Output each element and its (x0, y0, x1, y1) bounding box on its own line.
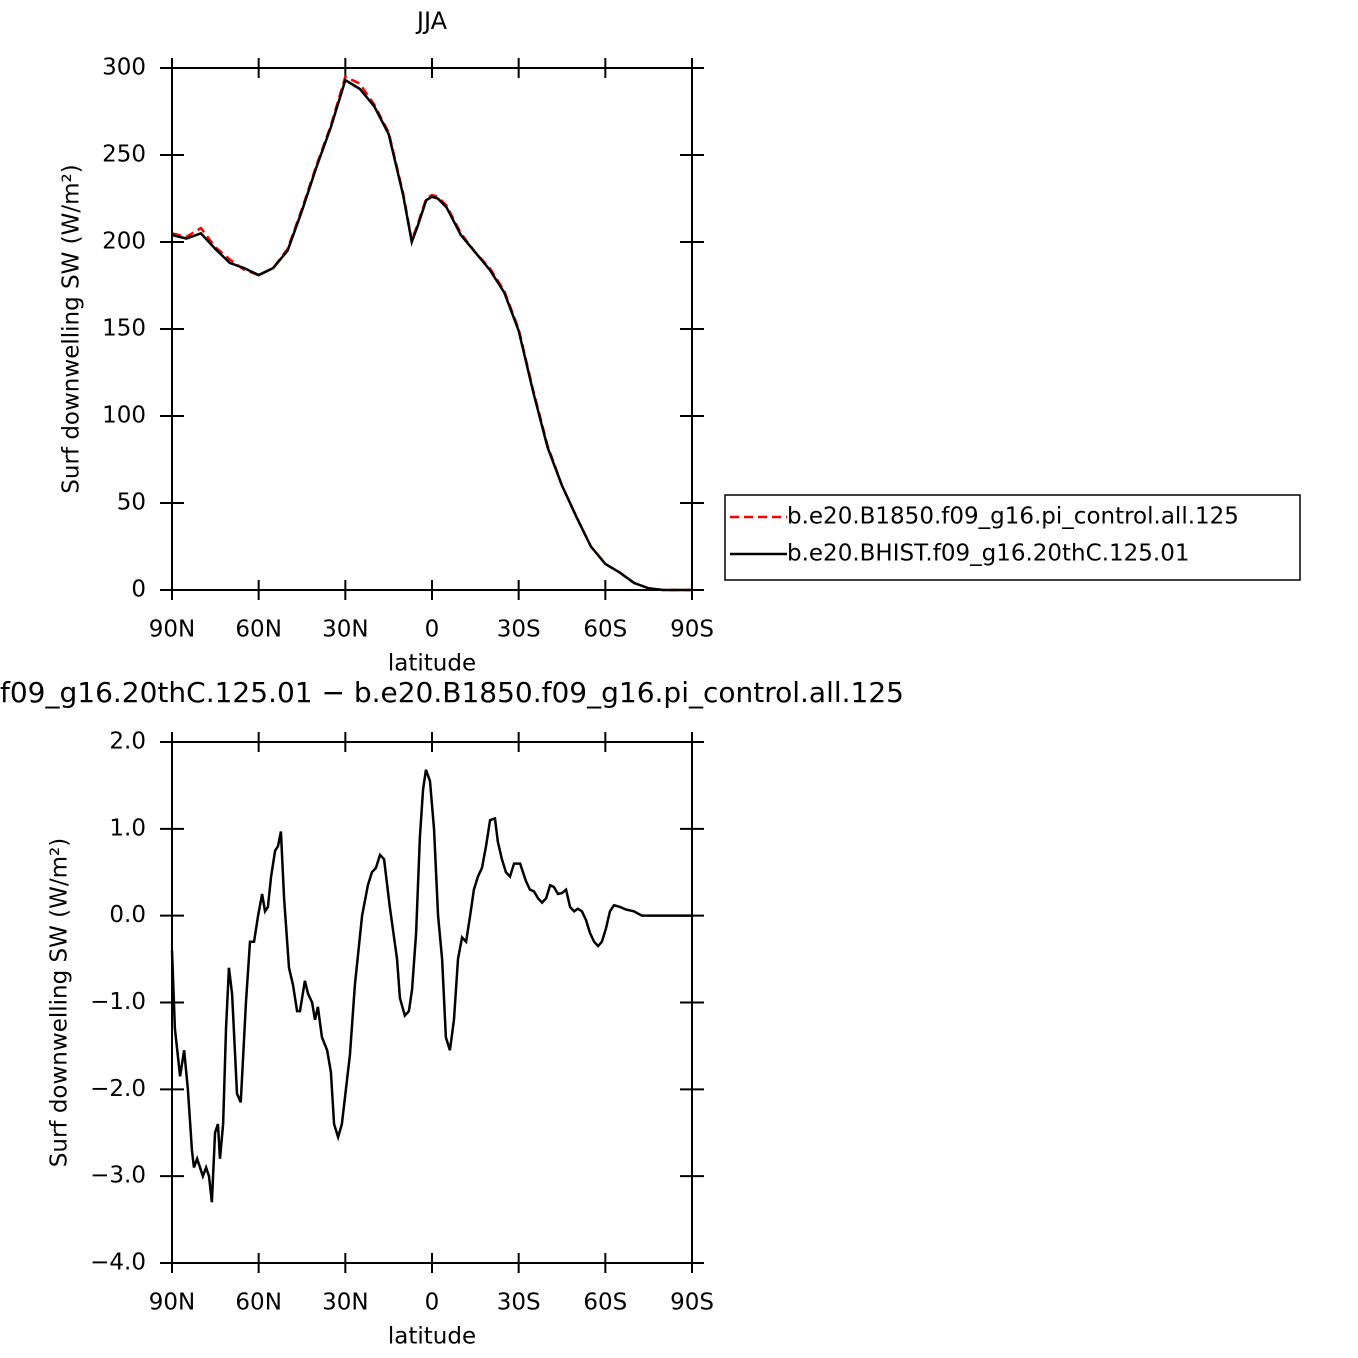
chart-title: f09_g16.20thC.125.01 − b.e20.B1850.f09_g… (0, 676, 904, 709)
x-tick-label: 30S (497, 617, 541, 643)
x-axis-label: latitude (388, 1324, 476, 1350)
x-tick-label: 90S (670, 617, 714, 643)
x-tick-label: 60S (583, 617, 627, 643)
y-tick-label: 1.0 (109, 815, 146, 841)
plot-frame (171, 741, 693, 1264)
x-tick-label: 90S (670, 1290, 714, 1316)
legend-label: b.e20.BHIST.f09_g16.20thC.125.01 (787, 541, 1189, 567)
y-tick-label: 150 (102, 316, 146, 342)
y-tick-label: 300 (102, 55, 146, 81)
y-tick-label: 100 (102, 403, 146, 429)
data-line (171, 78, 692, 592)
data-line (171, 74, 692, 592)
y-tick-label: 250 (102, 142, 146, 168)
x-tick-label: 0 (425, 1290, 440, 1316)
y-tick-label: −3.0 (90, 1163, 146, 1189)
x-tick-label: 90N (149, 617, 195, 643)
y-tick-label: −4.0 (90, 1250, 146, 1276)
legend-box (724, 494, 1301, 581)
y-tick-label: −1.0 (90, 989, 146, 1015)
y-tick-label: 50 (117, 490, 146, 516)
y-tick-label: 0.0 (109, 902, 146, 928)
x-tick-label: 30S (497, 1290, 541, 1316)
x-tick-label: 60N (235, 1290, 281, 1316)
legend-label: b.e20.B1850.f09_g16.pi_control.all.125 (787, 504, 1239, 530)
plot-frame (171, 67, 693, 591)
y-axis-label: Surf downwelling SW (W/m²) (59, 164, 85, 493)
x-tick-label: 30N (322, 1290, 368, 1316)
y-tick-label: 0 (131, 577, 146, 603)
y-tick-label: 200 (102, 229, 146, 255)
x-tick-label: 90N (149, 1290, 195, 1316)
chart-title: JJA (415, 7, 448, 35)
y-axis-label: Surf downwelling SW (W/m²) (47, 838, 73, 1167)
x-tick-label: 60N (235, 617, 281, 643)
x-axis-label: latitude (388, 651, 476, 677)
x-tick-label: 30N (322, 617, 368, 643)
data-line (170, 769, 692, 1203)
y-tick-label: −2.0 (90, 1076, 146, 1102)
x-tick-label: 0 (425, 617, 440, 643)
y-tick-label: 2.0 (109, 729, 146, 755)
x-tick-label: 60S (583, 1290, 627, 1316)
